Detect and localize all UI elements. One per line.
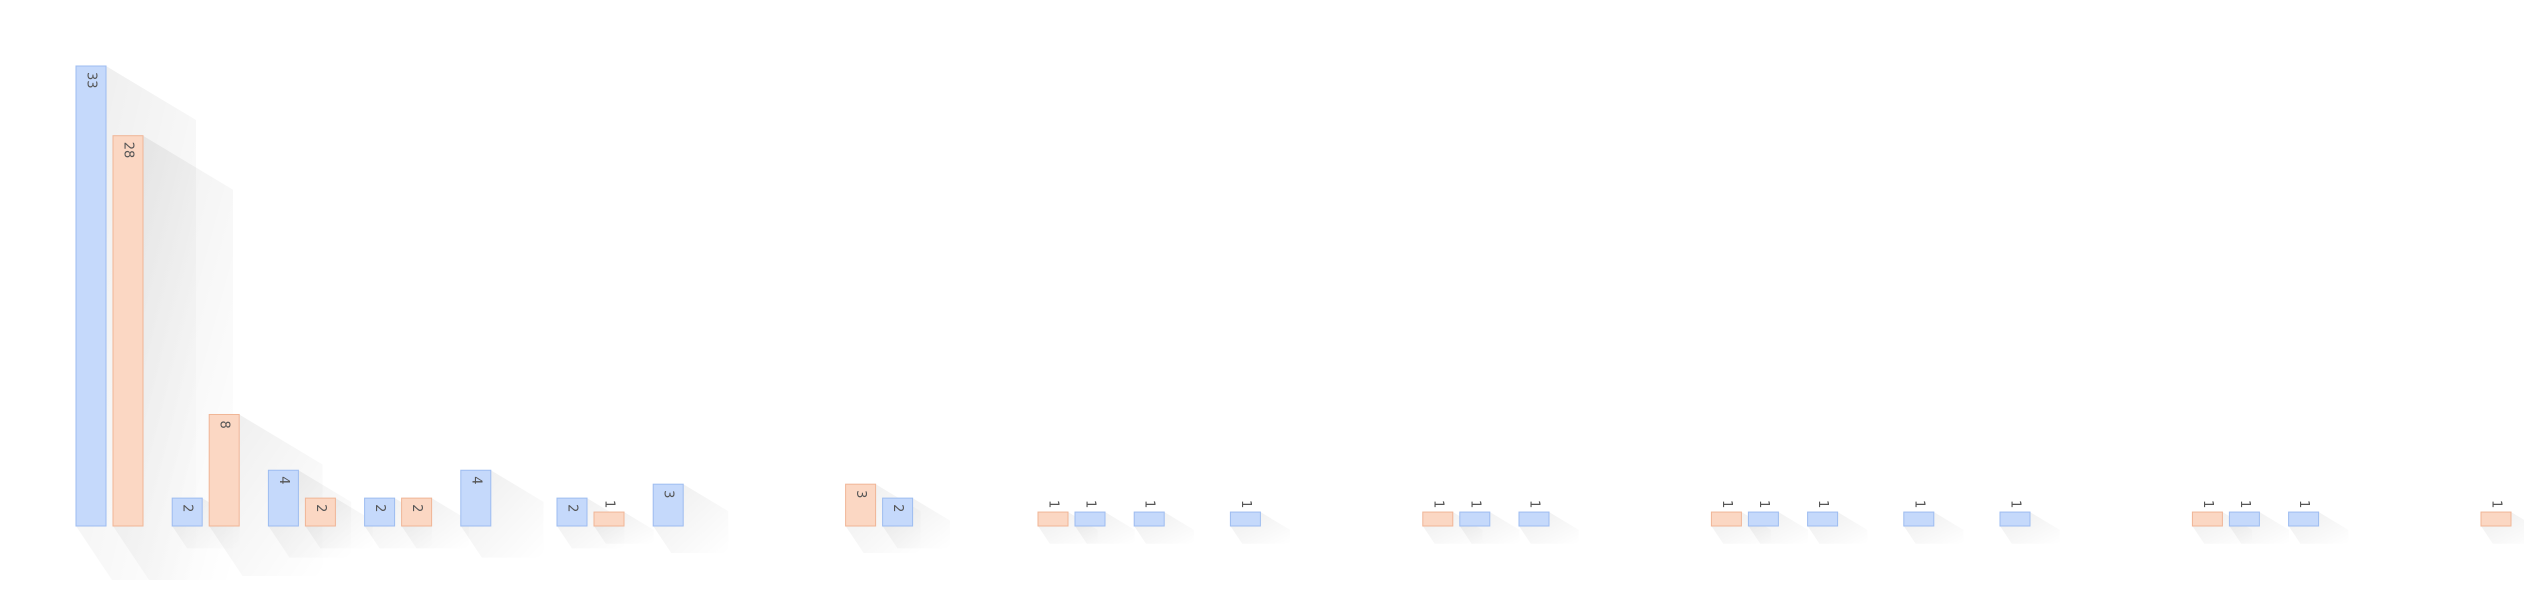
bar-value-label: 2 bbox=[565, 504, 580, 512]
bar-value-label: 8 bbox=[217, 420, 232, 428]
bar-value-label: 2 bbox=[313, 504, 328, 512]
bar-value-label: 2 bbox=[409, 504, 424, 512]
bar-blue-13 bbox=[882, 497, 914, 527]
bar-shadows bbox=[76, 66, 2524, 581]
bar-blue-25 bbox=[1999, 511, 2031, 527]
bar-orange-7 bbox=[401, 497, 433, 527]
bar-value-label: 1 bbox=[1430, 500, 1445, 508]
bar-blue-8 bbox=[460, 469, 492, 527]
bar-value-label: 28 bbox=[121, 142, 136, 159]
bar-orange-10 bbox=[593, 511, 625, 527]
bar-value-label: 1 bbox=[2296, 500, 2311, 508]
bar-value-label: 2 bbox=[180, 504, 195, 512]
bar-value-label: 1 bbox=[1719, 500, 1734, 508]
bar-blue-2 bbox=[171, 497, 203, 527]
bar-value-label: 1 bbox=[1815, 500, 1830, 508]
bar-value-label: 1 bbox=[1238, 500, 1253, 508]
bar-orange-26 bbox=[2191, 511, 2223, 527]
bar-value-label: 1 bbox=[1756, 500, 1771, 508]
bar-orange-21 bbox=[1710, 511, 1742, 527]
bar-orange-3 bbox=[208, 413, 240, 527]
bar-blue-4 bbox=[267, 469, 299, 527]
bar-blue-20 bbox=[1518, 511, 1550, 527]
bar-value-label: 1 bbox=[2200, 500, 2215, 508]
bar-value-label: 1 bbox=[1527, 500, 1542, 508]
bar-value-label: 33 bbox=[84, 72, 99, 89]
bar-shadow bbox=[2481, 512, 2524, 544]
bar-blue-16 bbox=[1133, 511, 1165, 527]
bar-orange-29 bbox=[2480, 511, 2512, 527]
bar-orange-5 bbox=[304, 497, 336, 527]
bar-value-label: 4 bbox=[276, 476, 291, 484]
bar-value-label: 3 bbox=[661, 490, 676, 498]
bar-blue-22 bbox=[1747, 511, 1779, 527]
bar-blue-9 bbox=[556, 497, 588, 527]
bar-blue-23 bbox=[1807, 511, 1839, 527]
bar-value-label: 1 bbox=[1046, 500, 1061, 508]
bar-orange-12 bbox=[845, 483, 877, 527]
bar-value-label: 1 bbox=[2008, 500, 2023, 508]
bar-blue-19 bbox=[1459, 511, 1491, 527]
bar-value-label: 1 bbox=[602, 500, 617, 508]
bar-blue-24 bbox=[1903, 511, 1935, 527]
bar-value-label: 2 bbox=[890, 504, 905, 512]
bar-value-label: 1 bbox=[1467, 500, 1482, 508]
bar-value-label: 1 bbox=[1083, 500, 1098, 508]
bar-orange-14 bbox=[1037, 511, 1069, 527]
bar-orange-18 bbox=[1422, 511, 1454, 527]
bar-blue-28 bbox=[2288, 511, 2320, 527]
bar-blue-6 bbox=[364, 497, 396, 527]
bar-blue-11 bbox=[652, 483, 684, 527]
bar-value-label: 2 bbox=[372, 504, 387, 512]
bar-orange-1 bbox=[112, 135, 144, 527]
bar-blue-17 bbox=[1229, 511, 1261, 527]
bar-value-label: 1 bbox=[2237, 500, 2252, 508]
bar-value-label: 3 bbox=[853, 490, 868, 498]
bars-layer bbox=[75, 65, 2512, 527]
bar-blue-15 bbox=[1074, 511, 1106, 527]
bar-blue-0 bbox=[75, 65, 107, 527]
bar-value-label: 4 bbox=[468, 476, 483, 484]
bar-value-label: 1 bbox=[1911, 500, 1926, 508]
bar-value-label: 1 bbox=[1142, 500, 1157, 508]
bar-value-label: 1 bbox=[2489, 500, 2504, 508]
bar-blue-27 bbox=[2228, 511, 2260, 527]
